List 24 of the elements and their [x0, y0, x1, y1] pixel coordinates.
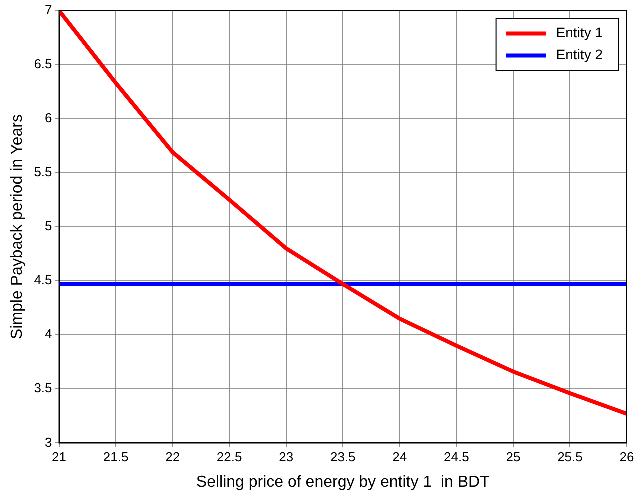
x-tick-label: 25.5	[558, 450, 583, 465]
y-tick-label: 3	[45, 434, 52, 450]
x-tick-label: 23	[279, 450, 294, 465]
x-axis-title: Selling price of energy by entity 1 in BDT	[196, 474, 490, 491]
y-tick-label: 6.5	[34, 56, 52, 72]
y-tick-label: 6	[45, 110, 52, 126]
y-tick-label: 3.5	[34, 380, 52, 396]
y-axis-title: Simple Payback period in Years	[9, 114, 26, 340]
y-tick-label: 7	[45, 2, 52, 18]
x-tick-label: 26	[620, 450, 634, 465]
y-tick-label: 4	[45, 326, 52, 342]
x-tick-label: 21.5	[103, 450, 129, 465]
y-tick-label: 5	[45, 218, 52, 234]
x-tick-label: 24.5	[444, 450, 470, 465]
x-tick-label: 22.5	[216, 450, 242, 465]
y-tick-label: 4.5	[34, 272, 52, 288]
x-tick-label: 23.5	[330, 450, 356, 465]
x-tick-label: 22	[166, 450, 180, 465]
legend-label: Entity 2	[556, 46, 604, 63]
x-tick-label: 21	[52, 450, 67, 465]
x-tick-label: 25	[506, 450, 521, 465]
x-tick-label: 24	[392, 450, 408, 465]
legend-label: Entity 1	[556, 24, 604, 41]
y-tick-label: 5.5	[34, 164, 52, 180]
